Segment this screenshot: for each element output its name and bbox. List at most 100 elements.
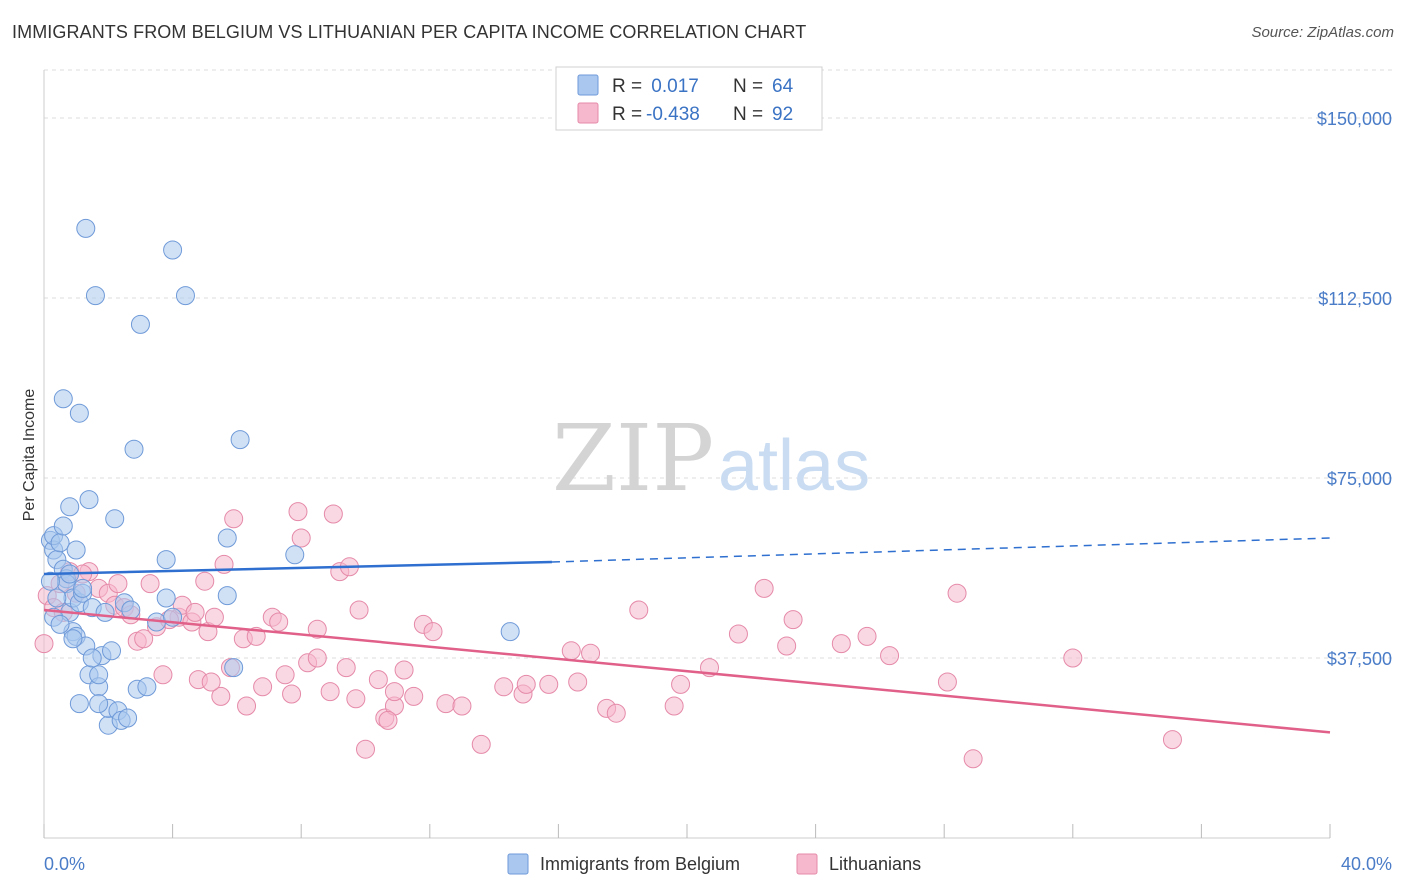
lithuanians-point-71 — [754, 578, 774, 598]
lithuanians-point-39 — [307, 619, 327, 639]
belgium-point-50 — [89, 694, 109, 714]
belgium-point-32 — [124, 439, 144, 459]
belgium-point-23 — [85, 286, 105, 306]
lithuanians-point-77 — [937, 672, 957, 692]
belgium-point-58 — [50, 614, 70, 634]
lithuanians-point-66 — [629, 600, 649, 620]
lithuanians-point-26 — [224, 509, 244, 529]
lithuanians-point-30 — [253, 677, 273, 697]
lithuanians-point-58 — [494, 677, 514, 697]
bottom-legend-label-lithuanians: Lithuanians — [829, 854, 921, 874]
legend-swatch-lithuanians — [577, 102, 599, 124]
axes — [43, 70, 1331, 839]
lithuanians-point-61 — [539, 674, 559, 694]
belgium-point-37 — [156, 550, 176, 570]
belgium-point-20 — [79, 490, 99, 510]
y-tick-label-0: $37,500 — [1327, 649, 1392, 669]
lithuanians-point-90 — [384, 682, 404, 702]
lithuanians-point-12 — [134, 629, 154, 649]
lithuanians-point-0 — [34, 634, 54, 654]
belgium-trend-extension — [551, 537, 1331, 563]
lithuanians-point-74 — [831, 634, 851, 654]
belgium-point-18 — [73, 578, 93, 598]
lithuanians-point-48 — [368, 670, 388, 690]
y-tick-label-3: $150,000 — [1317, 109, 1392, 129]
legend-n-value-belgium: 64 — [772, 76, 794, 97]
lithuanians-point-40 — [320, 682, 340, 702]
x-tick-label-min: 0.0% — [44, 854, 85, 874]
y-tick-label-1: $75,000 — [1327, 469, 1392, 489]
legend-n-value-lithuanians: 92 — [772, 104, 793, 125]
lithuanians-trend-line — [43, 608, 1331, 734]
belgium-point-47 — [500, 622, 520, 642]
legend-box — [555, 66, 823, 131]
watermark-zip: ZIP — [552, 405, 714, 512]
bottom-legend-label-belgium: Immigrants from Belgium — [540, 854, 740, 874]
lithuanians-point-34 — [282, 684, 302, 704]
belgium-point-43 — [217, 528, 237, 548]
belgium-points — [40, 218, 520, 735]
lithuanians-point-29 — [246, 626, 266, 646]
lithuanians-point-9 — [108, 574, 128, 594]
lithuanians-point-22 — [204, 607, 224, 627]
lithuanians-point-54 — [423, 622, 443, 642]
legend-r-value-belgium: 0.017 — [646, 76, 699, 97]
lithuanians-point-51 — [394, 660, 414, 680]
lithuanians-point-67 — [664, 696, 684, 716]
lithuanians-point-88 — [201, 672, 221, 692]
lithuanians-point-13 — [140, 574, 160, 594]
lithuanians-point-65 — [606, 703, 626, 723]
lithuanians-point-60 — [516, 674, 536, 694]
legend-n-label-belgium: N = — [733, 76, 763, 97]
lithuanians-point-45 — [346, 689, 366, 709]
belgium-point-46 — [285, 545, 305, 565]
watermark-atlas: atlas — [718, 426, 870, 506]
lithuanians-point-56 — [452, 696, 472, 716]
lithuanians-point-78 — [947, 583, 967, 603]
lithuanians-point-79 — [963, 749, 983, 769]
belgium-point-53 — [121, 600, 141, 620]
legend-r-value-lithuanians: -0.438 — [646, 104, 700, 125]
lithuanians-point-43 — [336, 658, 356, 678]
lithuanians-point-23 — [211, 686, 231, 706]
legend-swatch-belgium — [577, 74, 599, 96]
belgium-point-57 — [63, 629, 83, 649]
belgium-point-25 — [89, 665, 109, 685]
bottom-legend-swatch-lithuanians — [796, 853, 818, 875]
lithuanians-point-75 — [857, 626, 877, 646]
lithuanians-point-91 — [568, 672, 588, 692]
lithuanians-point-33 — [275, 665, 295, 685]
chart-title: IMMIGRANTS FROM BELGIUM VS LITHUANIAN PE… — [12, 22, 807, 42]
belgium-point-61 — [95, 602, 115, 622]
lithuanians-point-89 — [378, 710, 398, 730]
lithuanians-point-70 — [728, 624, 748, 644]
belgium-point-40 — [163, 240, 183, 260]
lithuanians-point-46 — [349, 600, 369, 620]
lithuanians-point-38 — [307, 648, 327, 668]
legend-r-label-lithuanians: R = — [612, 104, 642, 125]
belgium-point-6 — [53, 516, 73, 536]
source-credit: Source: ZipAtlas.com — [1251, 24, 1394, 41]
lithuanians-point-28 — [237, 696, 257, 716]
lithuanians-point-62 — [561, 641, 581, 661]
belgium-point-42 — [217, 586, 237, 606]
lithuanians-point-68 — [671, 674, 691, 694]
lithuanians-point-55 — [436, 694, 456, 714]
lithuanians-point-15 — [153, 665, 173, 685]
belgium-point-63 — [102, 641, 122, 661]
belgium-point-38 — [156, 588, 176, 608]
series-legend: Immigrants from Belgium Lithuanians — [507, 853, 921, 875]
lithuanians-point-81 — [1162, 730, 1182, 750]
belgium-point-35 — [137, 677, 157, 697]
lithuanians-point-63 — [581, 643, 601, 663]
belgium-point-59 — [40, 571, 60, 591]
belgium-point-52 — [118, 708, 138, 728]
x-tick-label-max: 40.0% — [1341, 854, 1392, 874]
belgium-point-34 — [130, 314, 150, 334]
lithuanians-point-73 — [783, 610, 803, 630]
belgium-point-41 — [175, 286, 195, 306]
y-tick-label-2: $112,500 — [1318, 289, 1392, 309]
belgium-trend-line — [43, 560, 552, 576]
lithuanians-point-41 — [323, 504, 343, 524]
